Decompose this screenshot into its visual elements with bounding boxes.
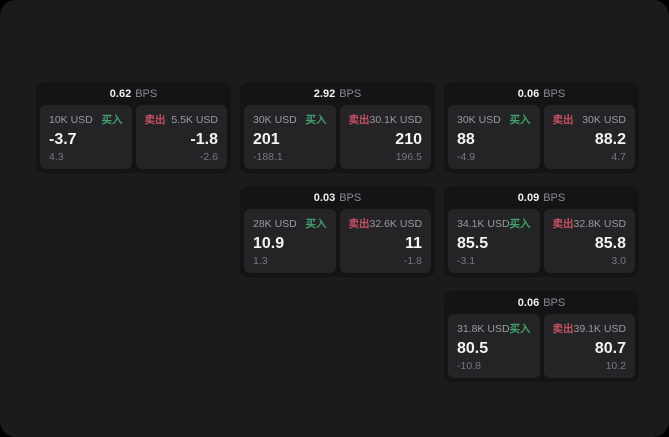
sell-price: 210 [395, 130, 422, 148]
buy-quote-panel[interactable]: 10K USD 买入 -3.7 4.3 [40, 105, 132, 169]
spread-header: 2.92 BPS [244, 86, 431, 103]
sell-label: 卖出 [348, 218, 370, 230]
bps-unit: BPS [543, 192, 566, 204]
sell-price: -1.8 [190, 130, 218, 148]
sell-change: 10.2 [605, 360, 626, 372]
sell-quote-panel[interactable]: 卖出 30.1K USD 210 196.5 [339, 105, 431, 169]
buy-quote-panel[interactable]: 30K USD 买入 88 -4.9 [448, 105, 540, 169]
buy-notional-size: 28K USD [253, 218, 297, 230]
buy-price: -3.7 [49, 130, 77, 148]
quote-card: 0.03 BPS 28K USD 买入 10.9 1.3 卖出 32.6K USD… [240, 186, 435, 277]
bps-unit: BPS [543, 297, 566, 309]
spread-header: 0.06 BPS [448, 295, 635, 312]
sell-quote-panel[interactable]: 卖出 5.5K USD -1.8 -2.6 [135, 105, 227, 169]
sell-notional-size: 32.6K USD [369, 218, 423, 230]
sell-change: -1.8 [403, 255, 422, 267]
sell-notional-size: 30.1K USD [369, 114, 423, 126]
buy-notional-size: 10K USD [49, 114, 93, 126]
buy-price: 201 [253, 130, 280, 148]
buy-change: -188.1 [253, 151, 283, 163]
bps-unit: BPS [339, 192, 362, 204]
spread-header: 0.06 BPS [448, 86, 635, 103]
buy-price: 80.5 [457, 339, 489, 357]
sell-change: -2.6 [199, 151, 218, 163]
spread-value: 2.92 [313, 88, 336, 100]
buy-label: 买入 [509, 323, 531, 335]
sell-quote-panel[interactable]: 卖出 32.8K USD 85.8 3.0 [543, 209, 635, 273]
buy-quote-panel[interactable]: 34.1K USD 买入 85.5 -3.1 [448, 209, 540, 273]
buy-quote-panel[interactable]: 30K USD 买入 201 -188.1 [244, 105, 336, 169]
quote-card: 2.92 BPS 30K USD 买入 201 -188.1 卖出 30.1K U… [240, 82, 435, 173]
spread-header: 0.03 BPS [244, 190, 431, 207]
sell-label: 卖出 [144, 114, 166, 126]
sell-change: 4.7 [611, 151, 626, 163]
sell-quote-panel[interactable]: 卖出 30K USD 88.2 4.7 [543, 105, 635, 169]
buy-price: 10.9 [253, 234, 285, 252]
sell-notional-size: 32.8K USD [573, 218, 627, 230]
buy-label: 买入 [305, 218, 327, 230]
quote-card: 0.62 BPS 10K USD 买入 -3.7 4.3 卖出 5.5K USD … [36, 82, 231, 173]
buy-label: 买入 [101, 114, 123, 126]
buy-quote-panel[interactable]: 28K USD 买入 10.9 1.3 [244, 209, 336, 273]
bps-unit: BPS [543, 88, 566, 100]
buy-change: -3.1 [457, 255, 476, 267]
buy-change: -4.9 [457, 151, 476, 163]
sell-label: 卖出 [552, 218, 574, 230]
bps-unit: BPS [135, 88, 158, 100]
sell-notional-size: 30K USD [582, 114, 626, 126]
spread-value: 0.03 [313, 192, 336, 204]
spread-value: 0.06 [517, 297, 540, 309]
buy-label: 买入 [509, 218, 531, 230]
buy-change: 4.3 [49, 151, 64, 163]
bps-unit: BPS [339, 88, 362, 100]
spread-header: 0.09 BPS [448, 190, 635, 207]
sell-quote-panel[interactable]: 卖出 39.1K USD 80.7 10.2 [543, 314, 635, 378]
sell-change: 196.5 [395, 151, 422, 163]
quote-card: 0.06 BPS 31.8K USD 买入 80.5 -10.8 卖出 39.1K… [444, 291, 639, 382]
quote-card: 0.09 BPS 34.1K USD 买入 85.5 -3.1 卖出 32.8K … [444, 186, 639, 277]
sell-quote-panel[interactable]: 卖出 32.6K USD 11 -1.8 [339, 209, 431, 273]
buy-price: 85.5 [457, 234, 489, 252]
buy-label: 买入 [305, 114, 327, 126]
buy-notional-size: 34.1K USD [457, 218, 510, 230]
sell-price: 88.2 [594, 130, 626, 148]
spread-value: 0.62 [109, 88, 132, 100]
sell-label: 卖出 [552, 114, 574, 126]
buy-notional-size: 30K USD [457, 114, 501, 126]
buy-notional-size: 30K USD [253, 114, 297, 126]
quote-card: 0.06 BPS 30K USD 买入 88 -4.9 卖出 30K USD 88… [444, 82, 639, 173]
spread-value: 0.09 [517, 192, 540, 204]
buy-change: -10.8 [457, 360, 481, 372]
buy-quote-panel[interactable]: 31.8K USD 买入 80.5 -10.8 [448, 314, 540, 378]
buy-price: 88 [457, 130, 475, 148]
spread-value: 0.06 [517, 88, 540, 100]
spread-header: 0.62 BPS [40, 86, 227, 103]
sell-label: 卖出 [552, 323, 574, 335]
buy-label: 买入 [509, 114, 531, 126]
sell-price: 11 [405, 234, 422, 252]
sell-price: 80.7 [594, 339, 626, 357]
sell-change: 3.0 [611, 255, 626, 267]
sell-price: 85.8 [594, 234, 626, 252]
sell-notional-size: 5.5K USD [171, 114, 218, 126]
sell-label: 卖出 [348, 114, 370, 126]
buy-change: 1.3 [253, 255, 268, 267]
buy-notional-size: 31.8K USD [457, 323, 510, 335]
sell-notional-size: 39.1K USD [573, 323, 627, 335]
